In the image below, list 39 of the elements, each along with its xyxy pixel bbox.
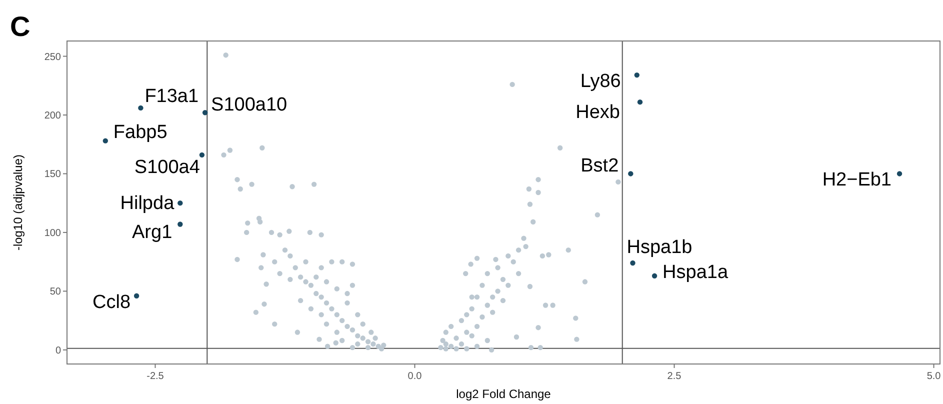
x-tick-label: 2.5 (667, 371, 682, 382)
annotation: S100a4 (134, 156, 200, 178)
y-tick-label: 150 (44, 169, 62, 180)
x-axis-title: log2 Fold Change (456, 387, 552, 401)
point (628, 171, 634, 176)
annotation: Ccl8 (92, 292, 131, 313)
point (637, 99, 643, 105)
point (102, 138, 108, 144)
annotation: F13a1 (144, 86, 199, 107)
chart-title: C (10, 11, 30, 42)
annotation: Ly86 (580, 71, 621, 92)
y-axis-title: -log10 (adjpvalue) (11, 154, 25, 251)
annotation: S100a10 (211, 94, 288, 116)
x-tick-label: -2.5 (146, 371, 164, 382)
y-tick-label: 200 (44, 110, 62, 122)
annotation: Arg1 (132, 222, 172, 244)
point (634, 72, 640, 78)
point (202, 110, 208, 116)
point (652, 273, 658, 279)
annotation: Fabp5 (113, 122, 168, 143)
x-tick-label: 5.0 (926, 371, 942, 382)
y-tick-label: 50 (50, 286, 62, 298)
annotation: H2−Eb1 (822, 170, 892, 191)
y-tick-label: 0 (55, 345, 62, 356)
point (199, 152, 205, 158)
y-tick-label: 250 (44, 52, 62, 63)
annotation: Hexb (576, 102, 620, 124)
annotation: Hspa1a (662, 262, 728, 283)
point (138, 105, 144, 111)
point (178, 200, 183, 206)
point (630, 260, 636, 266)
point (178, 222, 183, 227)
point (896, 171, 902, 176)
annotation: Hilpda (120, 193, 175, 214)
annotation: Hspa1b (626, 236, 692, 258)
point (134, 293, 140, 298)
x-tick-label: 0.0 (408, 371, 422, 382)
y-tick-label: 100 (44, 228, 62, 239)
annotation: Bst2 (580, 156, 619, 177)
